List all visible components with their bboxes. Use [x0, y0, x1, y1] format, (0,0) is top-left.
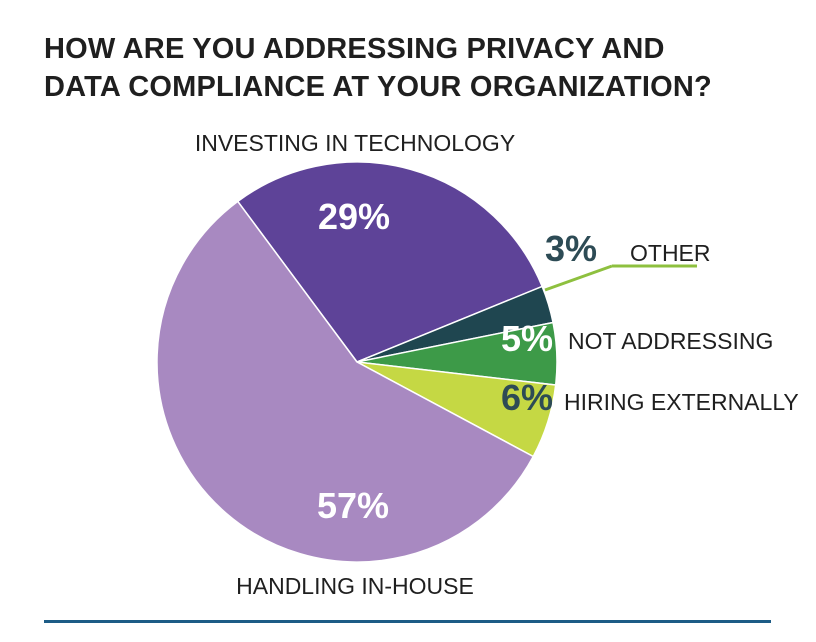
pie-slice-investing-in-technology [236, 161, 544, 363]
chart-title-line-1: HOW ARE YOU ADDRESSING PRIVACY AND [44, 33, 665, 65]
value-label-not-addressing: 5% [501, 318, 553, 359]
category-label-investing-in-technology: INVESTING IN TECHNOLOGY [195, 130, 515, 156]
value-label-other: 3% [545, 228, 597, 269]
chart-title-line-2: DATA COMPLIANCE AT YOUR ORGANIZATION? [44, 71, 712, 103]
other-leader-line [544, 264, 613, 292]
bottom-rule [44, 620, 771, 623]
category-label-handling-in-house: HANDLING IN-HOUSE [236, 573, 474, 599]
value-label-hiring-externally: 6% [501, 377, 553, 418]
value-label-investing-in-technology: 29% [318, 196, 390, 237]
value-label-handling-in-house: 57% [317, 485, 389, 526]
pie-slice-handling-in-house [156, 200, 535, 563]
category-label-other: OTHER [630, 240, 711, 266]
category-label-hiring-externally: HIRING EXTERNALLY [564, 389, 799, 415]
category-label-not-addressing: NOT ADDRESSING [568, 328, 773, 354]
pie-slices [156, 161, 558, 563]
chart-title: HOW ARE YOU ADDRESSING PRIVACY AND DATA … [44, 30, 784, 106]
